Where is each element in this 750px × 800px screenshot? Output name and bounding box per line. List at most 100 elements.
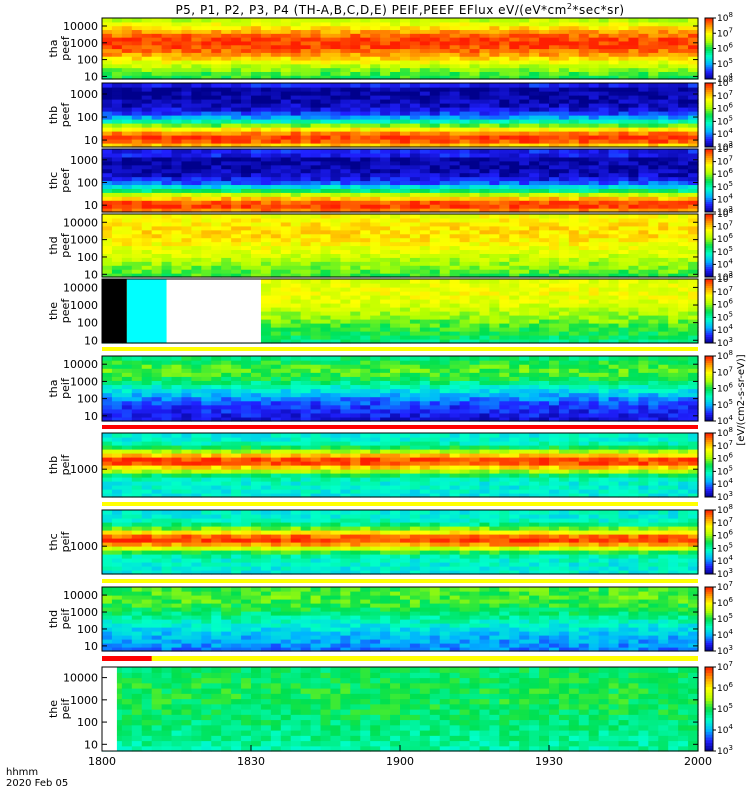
spectrogram-cell [350, 237, 361, 243]
spectrogram-cell [201, 229, 212, 235]
spectrogram-cell [102, 192, 113, 197]
colorbar-tick-exponent: 8 [728, 76, 732, 84]
spectrogram-cell [409, 225, 421, 231]
spectrogram-cell [539, 75, 550, 80]
spectrogram-cell [131, 87, 143, 92]
spectrogram-cell [380, 180, 391, 186]
spectrogram-cell [469, 279, 481, 284]
spectrogram-cell [608, 229, 620, 235]
spectrogram-cell [330, 184, 341, 189]
spectrogram-cell [568, 269, 580, 274]
spectrogram-cell [509, 107, 520, 112]
spectrogram-cell [469, 83, 481, 88]
spectrogram-cell [668, 52, 679, 57]
spectrogram-cell [429, 107, 441, 112]
spectrogram-cell [221, 265, 232, 270]
spectrogram-cell [370, 184, 381, 189]
spectrogram-cell [330, 111, 341, 116]
spectrogram-cell [121, 63, 133, 69]
spectrogram-cell [151, 265, 163, 270]
spectrogram-cell [539, 196, 550, 201]
spectrogram-cell [539, 279, 550, 284]
spectrogram-cell [340, 257, 351, 262]
spectrogram-cell [529, 75, 540, 80]
spectrogram-cell [479, 40, 490, 46]
spectrogram-cell [141, 71, 153, 76]
spectrogram-cell [231, 87, 242, 92]
spectrogram-cell [161, 87, 173, 92]
spectrogram-cell [549, 160, 560, 166]
spectrogram-cell [131, 63, 143, 69]
spectrogram-cell [151, 52, 163, 57]
spectrogram-cell [320, 111, 332, 116]
spectrogram-cell [688, 176, 699, 182]
spectrogram-cell [221, 87, 232, 92]
colorbar-cell [705, 180, 713, 184]
spectrogram-cell [310, 149, 322, 154]
spectrogram-cell [111, 71, 123, 76]
spectrogram-cell [439, 217, 451, 223]
spectrogram-cell [290, 56, 302, 61]
spectrogram-cell [181, 160, 192, 166]
spectrogram-cell [489, 323, 500, 328]
spectrogram-cell [171, 52, 183, 57]
spectrogram-cell [578, 335, 590, 340]
spectrogram-cell [519, 83, 530, 88]
spectrogram-cell [340, 139, 351, 144]
spectrogram-cell [489, 273, 500, 278]
spectrogram-cell [141, 200, 153, 205]
spectrogram-cell [568, 99, 580, 104]
spectrogram-cell [439, 229, 451, 235]
spectrogram-cell [648, 269, 659, 274]
spectrogram-cell [499, 269, 510, 274]
spectrogram-cell [409, 241, 421, 247]
spectrogram-cell [419, 221, 431, 227]
spectrogram-cell [469, 283, 481, 288]
spectrogram-cell [370, 44, 381, 50]
spectrogram-cell [568, 168, 580, 174]
spectrogram-cell [121, 119, 133, 124]
spectrogram-cell [439, 295, 451, 300]
colorbar-cell [705, 203, 713, 207]
spectrogram-cell [688, 107, 699, 112]
spectrogram-cell [270, 87, 282, 92]
spectrogram-cell [111, 127, 123, 132]
spectrogram-cell [539, 180, 550, 186]
spectrogram-cell [539, 307, 550, 312]
spectrogram-cell [121, 111, 133, 116]
spectrogram-cell [588, 287, 600, 292]
spectrogram-cell [529, 139, 540, 144]
spectrogram-cell [628, 287, 639, 292]
spectrogram-cell [340, 71, 351, 76]
spectrogram-cell [211, 172, 222, 178]
spectrogram-cell [121, 29, 133, 34]
spectrogram-cell [668, 103, 679, 108]
spectrogram-cell [648, 241, 659, 247]
spectrogram-cell [141, 192, 153, 197]
spectrogram-cell [668, 44, 679, 50]
colorbar-cell [705, 26, 713, 29]
spectrogram-cell [102, 25, 113, 31]
spectrogram-cell [598, 152, 610, 158]
spectrogram-cell [519, 67, 530, 72]
spectrogram-cell [489, 59, 500, 65]
spectrogram-cell [598, 111, 610, 116]
spectrogram-cell [320, 164, 332, 170]
spectrogram-cell [211, 25, 222, 31]
spectrogram-cell [390, 315, 401, 320]
spectrogram-cell [419, 299, 431, 304]
spectrogram-cell [459, 184, 471, 189]
spectrogram-cell [320, 241, 332, 247]
spectrogram-cell [608, 149, 620, 154]
spectrogram-cell [161, 63, 173, 69]
spectrogram-cell [370, 91, 381, 96]
spectrogram-cell [489, 245, 500, 251]
spectrogram-cell [260, 307, 272, 312]
spectrogram-cell [409, 279, 421, 284]
spectrogram-cell [251, 63, 262, 69]
spectrogram-cell [419, 135, 431, 140]
spectrogram-cell [201, 225, 212, 231]
spectrogram-cell [380, 131, 391, 136]
spectrogram-cell [141, 196, 153, 201]
spectrogram-cell [111, 217, 123, 223]
